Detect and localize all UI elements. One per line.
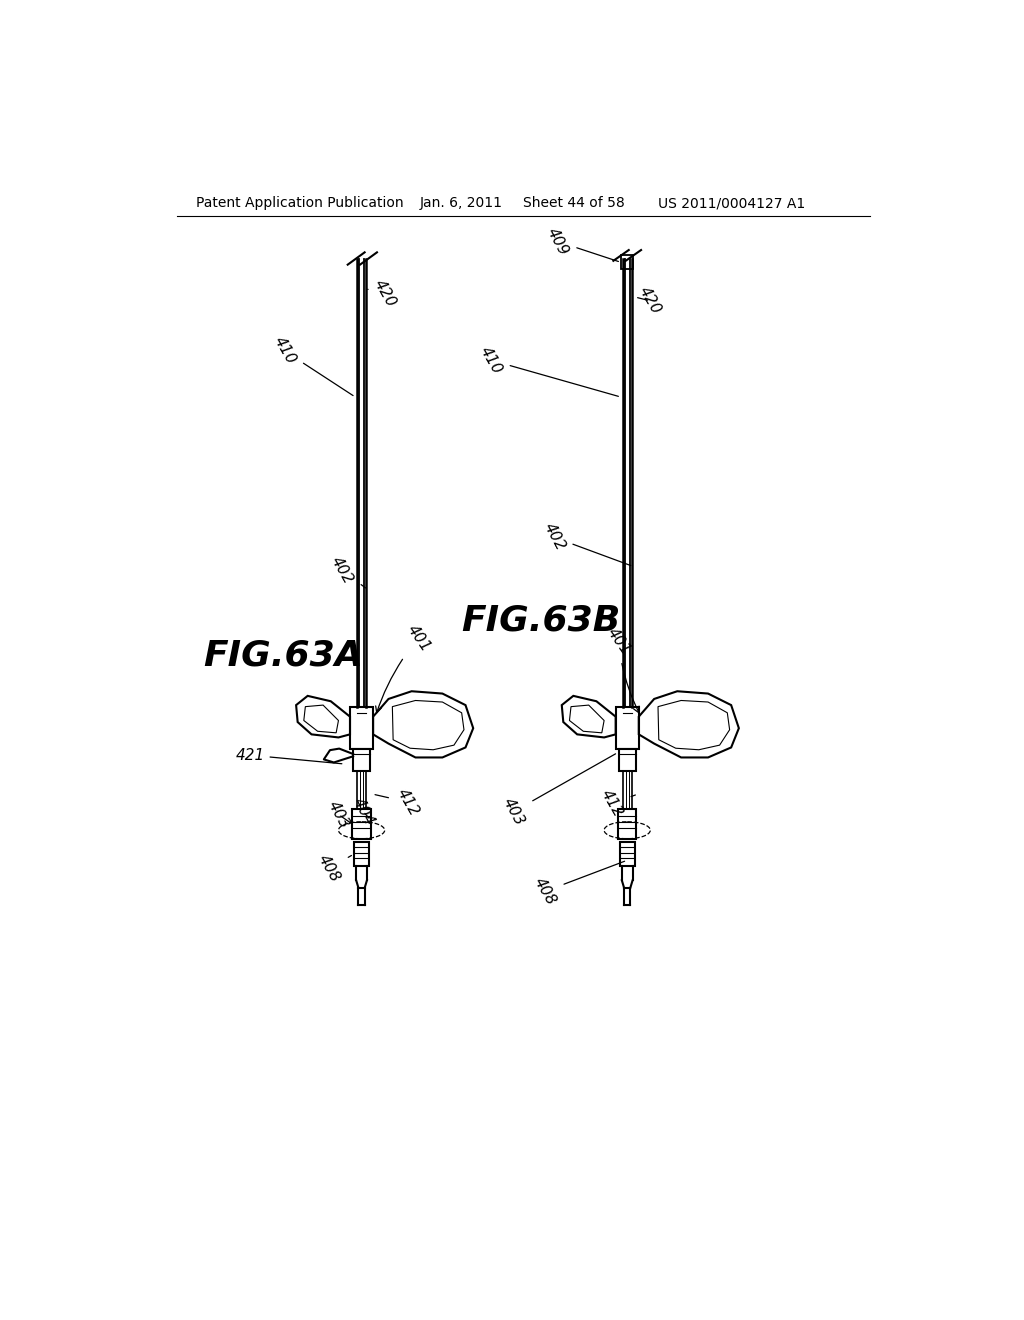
- Bar: [350, 708, 373, 750]
- Text: Jan. 6, 2011: Jan. 6, 2011: [419, 197, 503, 210]
- Text: 401: 401: [376, 622, 433, 713]
- Text: 410: 410: [270, 334, 353, 396]
- Text: 403: 403: [325, 799, 352, 830]
- Bar: [620, 842, 635, 866]
- Text: 409: 409: [545, 226, 618, 261]
- Text: 404: 404: [349, 795, 377, 828]
- Text: Patent Application Publication: Patent Application Publication: [196, 197, 403, 210]
- Text: 410: 410: [477, 343, 618, 396]
- Bar: [615, 708, 639, 750]
- Bar: [618, 750, 636, 771]
- Text: US 2011/0004127 A1: US 2011/0004127 A1: [658, 197, 805, 210]
- Bar: [352, 809, 371, 838]
- Text: 402: 402: [541, 521, 631, 565]
- Text: 408: 408: [531, 861, 625, 908]
- Text: 403: 403: [501, 754, 615, 828]
- Text: Sheet 44 of 58: Sheet 44 of 58: [523, 197, 625, 210]
- Text: 408: 408: [315, 851, 351, 884]
- Text: 421: 421: [236, 747, 342, 764]
- Text: 420: 420: [368, 277, 398, 310]
- Text: 402: 402: [329, 554, 366, 587]
- Text: 420: 420: [637, 284, 665, 317]
- Text: 412: 412: [598, 787, 635, 820]
- Text: FIG.63A: FIG.63A: [204, 638, 364, 672]
- Bar: [353, 750, 370, 771]
- Text: 401: 401: [604, 626, 639, 713]
- Text: FIG.63B: FIG.63B: [462, 603, 621, 638]
- Bar: [354, 842, 370, 866]
- Bar: [621, 255, 634, 268]
- Text: 412: 412: [375, 785, 422, 818]
- Bar: [617, 809, 637, 838]
